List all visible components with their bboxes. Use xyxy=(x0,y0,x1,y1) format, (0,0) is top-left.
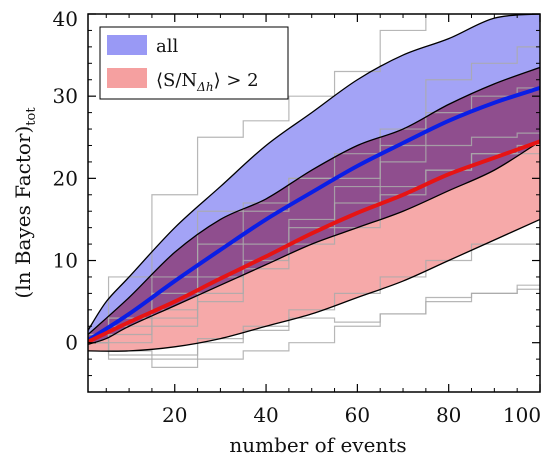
band-snr-lower-edge xyxy=(88,218,540,352)
x-tick-label: 100 xyxy=(503,403,541,427)
y-axis-label-group: (ln Bayes Factor)tot xyxy=(11,107,39,299)
x-tick-label: 80 xyxy=(436,403,461,427)
axes: 20 40 60 80 100 0 10 20 30 40 number of events (ln … xyxy=(11,7,541,457)
y-tick-label: 10 xyxy=(53,249,78,273)
realization-line-1 xyxy=(88,14,427,336)
y-tick-label: 20 xyxy=(53,166,78,190)
plot-area xyxy=(88,14,540,368)
x-tick-label: 40 xyxy=(253,403,278,427)
y-tick-label: 30 xyxy=(53,84,78,108)
y-tick-label: 0 xyxy=(65,331,78,355)
legend-label-snr-suffix: ⟩ > 2 xyxy=(214,70,259,91)
legend-swatch-snr xyxy=(107,68,147,88)
legend-label-all: all xyxy=(156,36,178,57)
y-tick-label: 40 xyxy=(53,7,78,31)
x-axis-label: number of events xyxy=(229,433,406,457)
legend-swatch-all xyxy=(107,35,147,55)
x-tick-label: 20 xyxy=(162,403,187,427)
realization-line-8 xyxy=(88,288,540,368)
band-all-upper-edge xyxy=(88,14,540,331)
y-axis-label: (ln Bayes Factor)tot xyxy=(11,107,39,299)
legend-label-snr: ⟨S/NΔh⟩ > 2 xyxy=(156,70,259,94)
realization-line-7 xyxy=(88,243,540,356)
band-all-lower-edge xyxy=(88,140,540,345)
median-line-all xyxy=(88,85,540,343)
realization-line-9 xyxy=(88,284,540,360)
median-line-snr xyxy=(88,139,540,344)
y-axis-label-main: (ln Bayes Factor) xyxy=(11,126,35,299)
band-snr-upper-edge xyxy=(88,66,540,335)
legend-label-snr-prefix: ⟨S/N xyxy=(156,70,197,91)
plot-frame xyxy=(87,13,541,393)
legend: all ⟨S/NΔh⟩ > 2 xyxy=(99,26,289,100)
y-axis-label-subscript: tot xyxy=(24,107,39,126)
x-tick-label: 60 xyxy=(345,403,370,427)
legend-label-snr-subscript: Δh xyxy=(196,80,213,94)
